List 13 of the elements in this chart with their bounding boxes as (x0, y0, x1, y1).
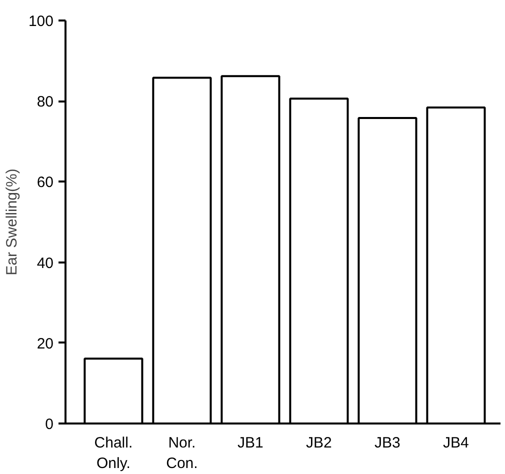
y-tick-label: 20 (36, 335, 54, 352)
x-tick-label: JB4 (443, 434, 469, 452)
y-tick-label: 60 (36, 174, 54, 192)
y-tick-label: 0 (45, 416, 54, 433)
y-tick-label: 100 (28, 13, 54, 30)
x-tick-label: Chall. Only. (94, 434, 133, 472)
x-tick-label: JB1 (238, 434, 264, 452)
x-tick-label: Nor. Con. (166, 434, 198, 472)
y-axis-title: Ear Swelling(%) (3, 168, 20, 276)
y-tick-label: 80 (36, 94, 54, 111)
x-tick-label: JB2 (306, 434, 332, 452)
y-tick-label: 40 (36, 254, 54, 272)
x-tick-label: JB3 (374, 434, 400, 452)
